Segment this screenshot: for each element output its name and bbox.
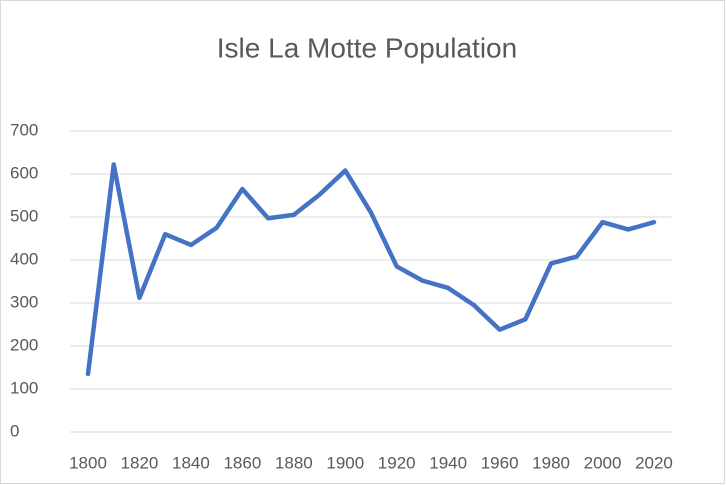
x-tick-label: 1840	[172, 453, 210, 472]
y-tick-label: 500	[10, 206, 38, 225]
y-tick-label: 200	[10, 335, 38, 354]
data-line	[85, 162, 657, 377]
x-tick-label: 1900	[326, 453, 364, 472]
x-tick-label: 2020	[635, 453, 673, 472]
x-tick-label: 1980	[532, 453, 570, 472]
y-tick-label: 700	[10, 120, 38, 139]
x-tick-label: 1920	[378, 453, 416, 472]
y-tick-label: 600	[10, 163, 38, 182]
y-tick-label: 100	[10, 378, 38, 397]
x-tick-label: 1960	[481, 453, 519, 472]
x-tick-label: 1940	[429, 453, 467, 472]
y-tick-label: 300	[10, 292, 38, 311]
x-tick-label: 1820	[121, 453, 159, 472]
x-tick-label: 1860	[223, 453, 261, 472]
x-tick-label: 1880	[275, 453, 313, 472]
y-tick-label: 0	[10, 421, 19, 440]
chart-title: Isle La Motte Population	[217, 32, 517, 63]
y-tick-label: 400	[10, 249, 38, 268]
x-tick-label: 2000	[584, 453, 622, 472]
x-tick-label: 1800	[69, 453, 107, 472]
